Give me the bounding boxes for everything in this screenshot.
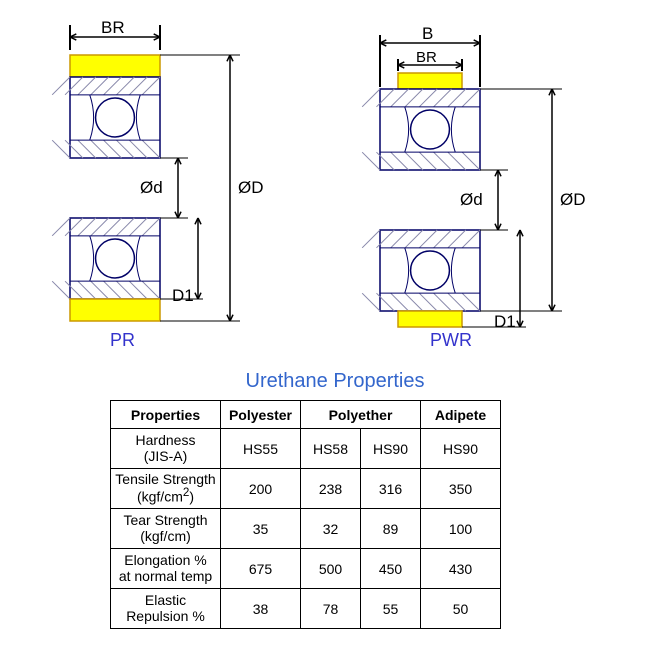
table-cell: 316 bbox=[361, 469, 421, 509]
row-label: Tensile Strength(kgf/cm2) bbox=[111, 469, 221, 509]
table-cell: HS58 bbox=[301, 429, 361, 469]
bearing-diagrams-svg: BR ØD Ød D1 B BR ØD Ød D1 bbox=[0, 0, 670, 360]
svg-text:BR: BR bbox=[416, 49, 437, 66]
table-cell: 89 bbox=[361, 509, 421, 549]
column-header: Polyether bbox=[301, 401, 421, 429]
table-cell: 450 bbox=[361, 549, 421, 589]
table-cell: 430 bbox=[421, 549, 501, 589]
table-cell: 55 bbox=[361, 589, 421, 629]
table-row: Tensile Strength(kgf/cm2)200238316350 bbox=[111, 469, 501, 509]
pr-label: PR bbox=[110, 330, 135, 351]
svg-text:ØD: ØD bbox=[238, 178, 264, 197]
table-cell: HS90 bbox=[421, 429, 501, 469]
urethane-properties-table: PropertiesPolyesterPolyetherAdipete Hard… bbox=[110, 400, 501, 629]
table-header: PropertiesPolyesterPolyetherAdipete bbox=[111, 401, 501, 429]
table-body: Hardness(JIS-A)HS55HS58HS90HS90Tensile S… bbox=[111, 429, 501, 629]
table-row: Hardness(JIS-A)HS55HS58HS90HS90 bbox=[111, 429, 501, 469]
svg-text:BR: BR bbox=[101, 18, 125, 37]
row-label: Elongation %at normal temp bbox=[111, 549, 221, 589]
table-row: Elongation %at normal temp675500450430 bbox=[111, 549, 501, 589]
table-cell: 78 bbox=[301, 589, 361, 629]
table-cell: HS90 bbox=[361, 429, 421, 469]
svg-text:D1: D1 bbox=[172, 286, 194, 305]
column-header: Adipete bbox=[421, 401, 501, 429]
table-cell: 675 bbox=[221, 549, 301, 589]
table-cell: 200 bbox=[221, 469, 301, 509]
table-cell: 500 bbox=[301, 549, 361, 589]
table-cell: 50 bbox=[421, 589, 501, 629]
row-label: Hardness(JIS-A) bbox=[111, 429, 221, 469]
pwr-label: PWR bbox=[430, 330, 472, 351]
column-header: Polyester bbox=[221, 401, 301, 429]
svg-text:Ød: Ød bbox=[140, 178, 163, 197]
table-title: Urethane Properties bbox=[0, 370, 670, 393]
row-label: ElasticRepulsion % bbox=[111, 589, 221, 629]
table-cell: 238 bbox=[301, 469, 361, 509]
table-row: ElasticRepulsion %38785550 bbox=[111, 589, 501, 629]
table-cell: HS55 bbox=[221, 429, 301, 469]
svg-text:D1: D1 bbox=[494, 312, 516, 331]
table-row: Tear Strength(kgf/cm)353289100 bbox=[111, 509, 501, 549]
svg-text:B: B bbox=[422, 24, 433, 43]
table-cell: 350 bbox=[421, 469, 501, 509]
table-cell: 32 bbox=[301, 509, 361, 549]
svg-text:Ød: Ød bbox=[460, 190, 483, 209]
svg-text:ØD: ØD bbox=[560, 190, 586, 209]
column-header: Properties bbox=[111, 401, 221, 429]
table-cell: 35 bbox=[221, 509, 301, 549]
diagram-area: BR ØD Ød D1 B BR ØD Ød D1 bbox=[0, 0, 670, 360]
row-label: Tear Strength(kgf/cm) bbox=[111, 509, 221, 549]
table-cell: 100 bbox=[421, 509, 501, 549]
table-cell: 38 bbox=[221, 589, 301, 629]
